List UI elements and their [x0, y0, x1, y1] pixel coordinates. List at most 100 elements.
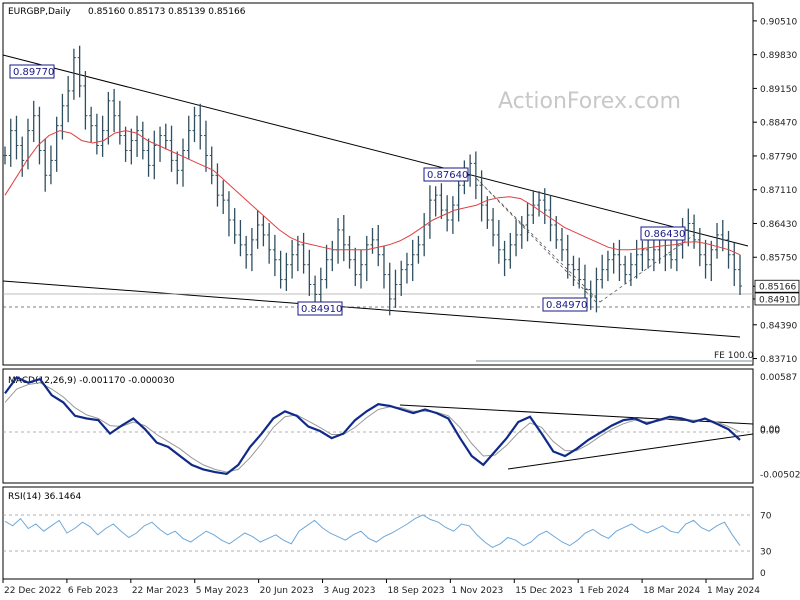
upper-trendline — [2, 54, 749, 247]
price-bar — [686, 208, 691, 247]
x-tick-label: 6 Feb 2023 — [68, 586, 118, 596]
price-bar — [347, 235, 352, 269]
price-bar — [353, 247, 358, 287]
price-bar — [628, 252, 633, 287]
price-bar — [410, 239, 415, 282]
price-bar — [152, 130, 157, 180]
price-bar — [640, 240, 645, 272]
price-bar — [14, 115, 19, 160]
price-bar — [31, 100, 36, 143]
price-bar — [100, 115, 105, 157]
price-bar — [48, 145, 53, 185]
watermark: ActionForex.com — [498, 89, 681, 114]
x-tick-label: 18 Sep 2023 — [387, 586, 444, 596]
price-bar — [198, 103, 203, 150]
price-bar — [71, 48, 76, 100]
price-bar — [8, 118, 13, 167]
price-bar — [611, 242, 616, 274]
macd-tick-label: 0.00 — [760, 427, 780, 437]
price-bar — [491, 208, 496, 247]
price-bar — [404, 252, 409, 284]
y-tick-label: 0.89830 — [760, 51, 797, 61]
x-tick-label: 20 Jun 2023 — [260, 586, 314, 596]
macd-signal-line — [4, 382, 741, 473]
x-tick-label: 1 Feb 2024 — [579, 586, 630, 596]
price-bar — [582, 264, 587, 301]
rsi-y-axis: 70 30 0 — [760, 512, 772, 580]
x-tick-label: 1 Nov 2023 — [451, 586, 503, 596]
annotation-high-oct: 0.87640 — [423, 167, 469, 182]
macd-tick-label: 0.00 — [760, 425, 780, 435]
price-bar — [307, 249, 312, 296]
price-bar — [571, 255, 576, 287]
price-bar — [324, 244, 329, 289]
price-bar — [479, 170, 484, 222]
price-bar — [623, 255, 628, 284]
y-tick-label: 0.90510 — [760, 17, 797, 27]
price-bar — [135, 115, 140, 157]
ohlc-label: 0.85160 0.85173 0.85139 0.85166 — [88, 7, 246, 17]
y-tick-label: 0.84910 — [759, 295, 796, 305]
date-x-axis: 22 Dec 2022 6 Feb 2023 22 Mar 2023 5 May 20… — [2, 579, 760, 596]
y-tick-label: 0.84390 — [760, 321, 797, 331]
rsi-label: RSI(14) 36.1464 — [8, 492, 81, 502]
price-bar — [295, 235, 300, 272]
y-tick-label: 0.83710 — [760, 355, 797, 365]
price-bar — [261, 216, 266, 247]
price-bar — [519, 216, 524, 249]
y-tick-label: 0.86430 — [760, 220, 797, 230]
y-tick-label: 0.88470 — [760, 119, 797, 129]
price-bar — [203, 120, 208, 172]
price-bar — [364, 235, 369, 282]
price-bar — [502, 240, 507, 277]
price-bar — [439, 183, 444, 220]
price-bar — [715, 222, 720, 259]
x-tick-label: 3 Aug 2023 — [324, 586, 376, 596]
fe-leg-1 — [475, 177, 597, 303]
price-bar — [588, 280, 593, 310]
fe-label: FE 100.0 — [714, 351, 754, 361]
price-bar — [732, 242, 737, 287]
price-bar — [697, 227, 702, 267]
price-bar — [709, 240, 714, 282]
price-bar — [272, 234, 277, 277]
price-bar — [112, 88, 117, 133]
price-bar — [60, 93, 65, 140]
price-bar — [393, 269, 398, 308]
price-bar — [37, 106, 42, 165]
price-bar — [249, 227, 254, 272]
price-bar — [525, 203, 530, 242]
y-tick-label: 0.85750 — [760, 254, 797, 264]
price-bar — [531, 190, 536, 224]
price-bar — [565, 234, 570, 279]
price-bar — [66, 76, 71, 123]
macd-tick-label: -0.005021 — [760, 471, 800, 481]
price-bar — [692, 214, 697, 249]
current-price-tag: 0.85166 — [754, 279, 800, 293]
price-bar — [485, 196, 490, 229]
price-bar — [278, 250, 283, 289]
rsi-tick-label: 30 — [760, 548, 772, 558]
annotation-low-jun: 0.84910 — [297, 301, 343, 316]
price-bar — [738, 254, 742, 295]
price-bar — [89, 106, 94, 143]
price-bar — [577, 257, 582, 289]
price-bar — [703, 239, 708, 279]
y-tick-label: 0.87790 — [760, 152, 797, 162]
rsi-line — [4, 514, 741, 548]
x-tick-label: 18 Mar 2024 — [643, 586, 700, 596]
price-bar — [370, 227, 375, 254]
price-bar — [514, 220, 519, 257]
symbol-label: EURGBP,Daily — [8, 7, 71, 17]
annotation-text: 0.87640 — [427, 170, 468, 181]
price-bar — [226, 191, 231, 237]
price-panel — [2, 2, 754, 366]
price-bar — [215, 163, 220, 207]
price-bar — [605, 250, 610, 282]
price-bar — [123, 126, 128, 162]
price-bar — [163, 123, 168, 150]
price-bar — [255, 210, 260, 249]
price-bar — [284, 252, 289, 292]
price-bar — [3, 146, 7, 165]
